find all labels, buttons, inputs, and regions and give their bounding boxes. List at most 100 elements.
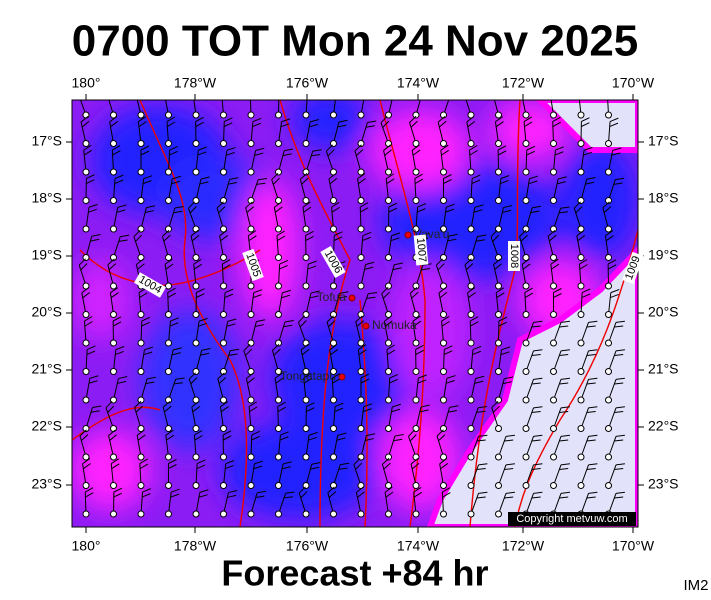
station (577, 425, 585, 432)
barb-flag (120, 234, 130, 238)
barb-staff (193, 264, 197, 287)
barb-flag (615, 434, 625, 437)
barb-staff (216, 207, 224, 230)
lon-label-top: 170°W (612, 75, 655, 91)
barb-staff (602, 207, 609, 230)
wind-barb (490, 229, 502, 261)
wind-barb (355, 486, 365, 518)
barb-staff (608, 292, 612, 315)
wind-barb (550, 377, 570, 404)
barb-flag (560, 349, 570, 352)
barb-flag (281, 294, 291, 299)
barb-flag (422, 90, 431, 96)
barb-staff (326, 321, 334, 344)
barb-flag (607, 264, 617, 270)
barb-flag (449, 405, 459, 408)
barb-flag (560, 320, 570, 323)
barb-flag (586, 439, 596, 442)
barb-flag (337, 432, 347, 436)
station (302, 197, 310, 204)
barb-staff (78, 264, 87, 287)
wind-barb (137, 145, 150, 176)
barb-flag (383, 462, 391, 470)
barb-flag (605, 235, 614, 242)
station (467, 311, 475, 318)
barb-flag (114, 179, 124, 185)
station (330, 282, 337, 290)
barb-staff (411, 150, 417, 173)
barb-flag (438, 434, 446, 442)
barb-flag (391, 408, 401, 413)
barb-staff (109, 121, 114, 144)
barb-flag (139, 292, 148, 298)
barb-flag (255, 495, 265, 499)
isobar-label-bg (242, 248, 264, 282)
station (550, 140, 557, 147)
station (522, 482, 530, 489)
barb-flag (355, 149, 364, 157)
barb-staff (106, 100, 114, 116)
station (82, 396, 90, 404)
station (385, 339, 392, 347)
barb-flag (553, 293, 562, 298)
wind-barb (440, 233, 458, 261)
barb-staff (466, 121, 472, 144)
station (110, 311, 117, 318)
barb-flag (92, 405, 102, 408)
barb-flag (529, 175, 539, 180)
barb-flag (585, 181, 595, 185)
barb-flag (175, 377, 185, 380)
station (220, 282, 227, 290)
barb-staff (606, 100, 609, 116)
barb-flag (470, 321, 479, 327)
barb-staff (440, 150, 444, 173)
barb-staff (498, 436, 507, 458)
barb-flag (113, 487, 123, 493)
barb-staff (360, 293, 369, 315)
barb-flag (283, 324, 293, 328)
wind-barb (412, 315, 422, 347)
barb-staff (140, 492, 144, 515)
barb-flag (191, 401, 200, 408)
barb-flag (308, 431, 318, 436)
barb-staff (85, 207, 90, 230)
station (165, 510, 172, 518)
station (522, 168, 530, 176)
wind-barb (381, 457, 392, 489)
barb-staff (573, 207, 582, 230)
barb-staff (608, 493, 617, 515)
station (275, 425, 282, 432)
barb-flag (137, 434, 146, 441)
wind-barb (274, 372, 284, 404)
barb-staff (111, 150, 114, 173)
barb-flag (531, 354, 541, 357)
barb-flag (135, 234, 143, 242)
barb-flag (413, 486, 422, 493)
barb-flag (444, 345, 453, 350)
lat-label-right: 23°S (648, 476, 679, 492)
barb-flag (412, 149, 421, 156)
barb-flag (164, 258, 173, 265)
wind-barb (216, 201, 227, 233)
barb-flag (362, 408, 372, 413)
wind-barb (411, 144, 421, 176)
wind-barb (330, 432, 347, 461)
barb-flag (389, 378, 398, 384)
barb-flag (245, 201, 253, 209)
barb-flag (440, 144, 449, 151)
barb-staff (608, 407, 617, 429)
barb-flag (310, 119, 319, 123)
barb-staff (467, 292, 472, 315)
barb-flag (83, 463, 91, 470)
wind-barb (275, 289, 292, 318)
wind-barb (522, 320, 543, 347)
barb-flag (188, 201, 195, 209)
barb-flag (586, 411, 596, 414)
barb-flag (303, 377, 313, 384)
barb-flag (476, 439, 486, 442)
barb-flag (365, 261, 375, 265)
wind-barb (161, 229, 172, 261)
barb-flag (144, 346, 154, 351)
lat-label-right: 17°S (648, 133, 679, 149)
wind-barb (550, 288, 562, 318)
